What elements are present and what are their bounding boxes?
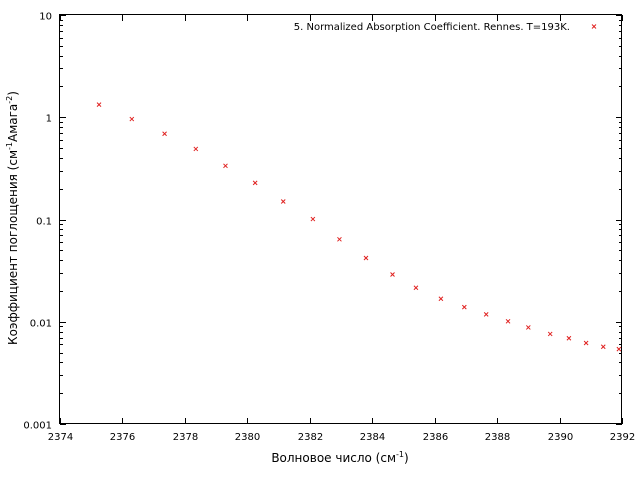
- data-point: [223, 163, 228, 169]
- data-point: [583, 340, 589, 346]
- y-tick-label: 1: [46, 114, 52, 125]
- legend-marker-symbol: [591, 24, 597, 29]
- legend-label: 5. Normalized Absorption Coefficient. Re…: [294, 22, 570, 33]
- data-point: [525, 325, 531, 330]
- x-axis: 2374 2376 2378 2380 2382 2384 2386 2388 2390 2392: [48, 15, 635, 443]
- data-point: [310, 216, 316, 222]
- plot-frame: [59, 14, 622, 424]
- x-tick-label: 2376: [110, 432, 135, 443]
- data-point: [505, 318, 511, 324]
- data-point: [337, 236, 342, 242]
- data-point: [600, 344, 606, 350]
- x-tick-label: 2392: [610, 432, 635, 443]
- data-point: [413, 285, 419, 291]
- data-series: [96, 102, 622, 352]
- x-tick-label: 2384: [360, 432, 385, 443]
- data-point: [438, 296, 444, 302]
- x-tick-label: 2386: [423, 432, 448, 443]
- x-axis-label: Волновое число (см-1): [271, 450, 408, 465]
- y-axis-label: Коэффициент поглощения (см-1Амага-2): [5, 91, 20, 345]
- y-axis: 0.001 0.01 0.1 1 10: [23, 12, 622, 432]
- data-point: [461, 304, 467, 310]
- y-tick-label: 10: [39, 12, 52, 23]
- data-point: [483, 312, 489, 317]
- x-tick-label: 2378: [173, 432, 198, 443]
- legend: 5. Normalized Absorption Coefficient. Re…: [294, 22, 597, 33]
- x-tick-label: 2374: [48, 432, 73, 443]
- x-tick-label: 2382: [298, 432, 323, 443]
- x-tick-label: 2388: [485, 432, 510, 443]
- data-point: [616, 346, 622, 352]
- data-point: [96, 102, 102, 107]
- data-point: [566, 335, 572, 341]
- x-tick-label: 2390: [548, 432, 573, 443]
- y-tick-label: 0.01: [30, 319, 52, 330]
- data-point: [162, 131, 167, 137]
- data-point: [547, 331, 553, 337]
- data-point: [363, 255, 369, 261]
- legend-marker: [591, 24, 597, 29]
- y-tick-label: 0.001: [23, 421, 52, 432]
- x-tick-label: 2380: [235, 432, 260, 443]
- data-point: [390, 272, 395, 277]
- y-tick-label: 0.1: [36, 217, 52, 228]
- data-point: [280, 199, 286, 204]
- data-point: [252, 180, 258, 186]
- data-point: [193, 146, 199, 152]
- data-point: [129, 116, 135, 122]
